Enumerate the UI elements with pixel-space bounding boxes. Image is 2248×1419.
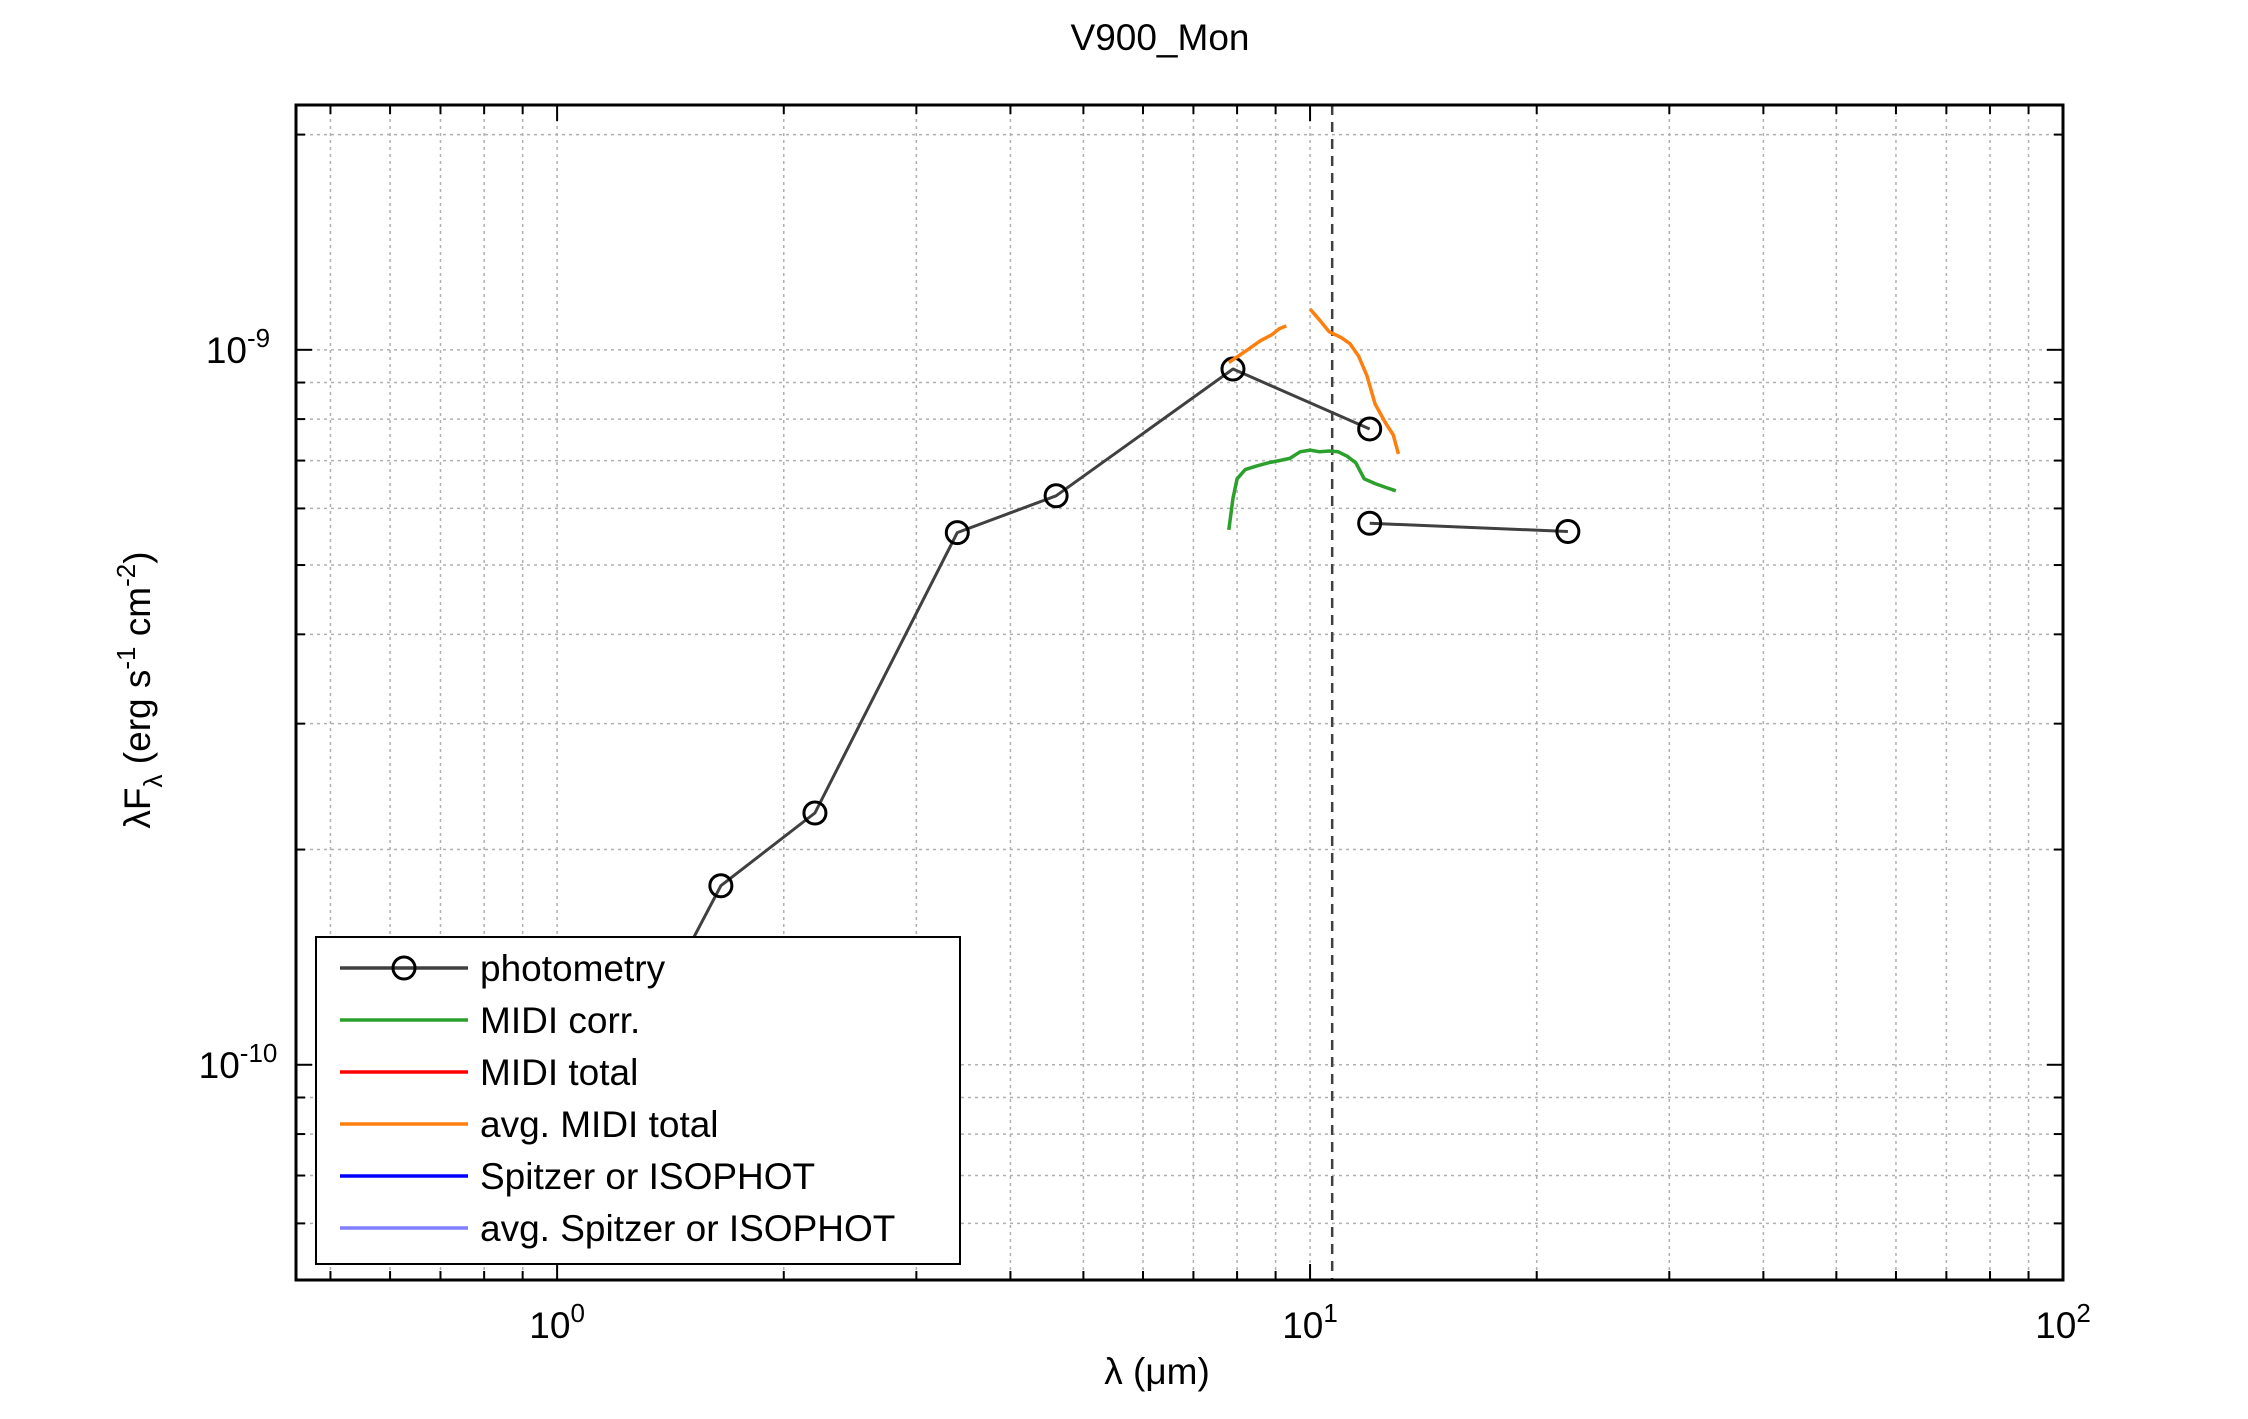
y-tick-label: 10-10 [199, 1038, 278, 1086]
series-line-avg-midi-total [1227, 324, 1287, 364]
legend-label-avg-spitzer-or-isophot: avg. Spitzer or ISOPHOT [480, 1208, 895, 1249]
legend-label-photometry: photometry [480, 948, 666, 989]
legend: photometry MIDI corr. MIDI total avg. MIDI … [315, 936, 961, 1265]
legend-label-midi-corr: MIDI corr. [480, 1000, 640, 1041]
series-line-photometry [1369, 521, 1568, 533]
photometry-point [1357, 416, 1383, 442]
photometry-point [944, 520, 970, 546]
photometry-point [1555, 519, 1581, 545]
plot-frame [294, 103, 2065, 1282]
x-axis-label: λ (μm) [1104, 1351, 1210, 1392]
x-tick-label: 100 [529, 1298, 585, 1346]
photometry-point [802, 800, 828, 826]
x-tick-label: 101 [1282, 1298, 1338, 1346]
series-line-avg-midi-total [1308, 307, 1401, 455]
x-tick-labels: 100 101 102 [529, 1298, 2091, 1346]
series-line-midi-corr [1227, 448, 1397, 531]
chart-title: V900_Mon [1071, 17, 1250, 58]
x-tick-label: 102 [2035, 1298, 2091, 1346]
photometry-point [708, 873, 734, 899]
photometry-point [1357, 510, 1383, 536]
legend-label-avg-midi-total: avg. MIDI total [480, 1104, 719, 1145]
grid [296, 105, 2064, 1280]
series-layer [617, 307, 1581, 1072]
y-axis-label: λFλ (erg s-1 cm-2) [111, 551, 168, 828]
legend-box [315, 936, 961, 1265]
series-line-photometry [628, 367, 1371, 1060]
legend-label-midi-total: MIDI total [480, 1052, 638, 1093]
legend-label-spitzer-or-isophot: Spitzer or ISOPHOT [480, 1156, 815, 1197]
y-tick-label: 10-9 [206, 323, 270, 371]
y-tick-labels: 10-10 10-9 [199, 323, 278, 1086]
legend-marker [391, 955, 417, 981]
photometry-point [1043, 483, 1069, 509]
